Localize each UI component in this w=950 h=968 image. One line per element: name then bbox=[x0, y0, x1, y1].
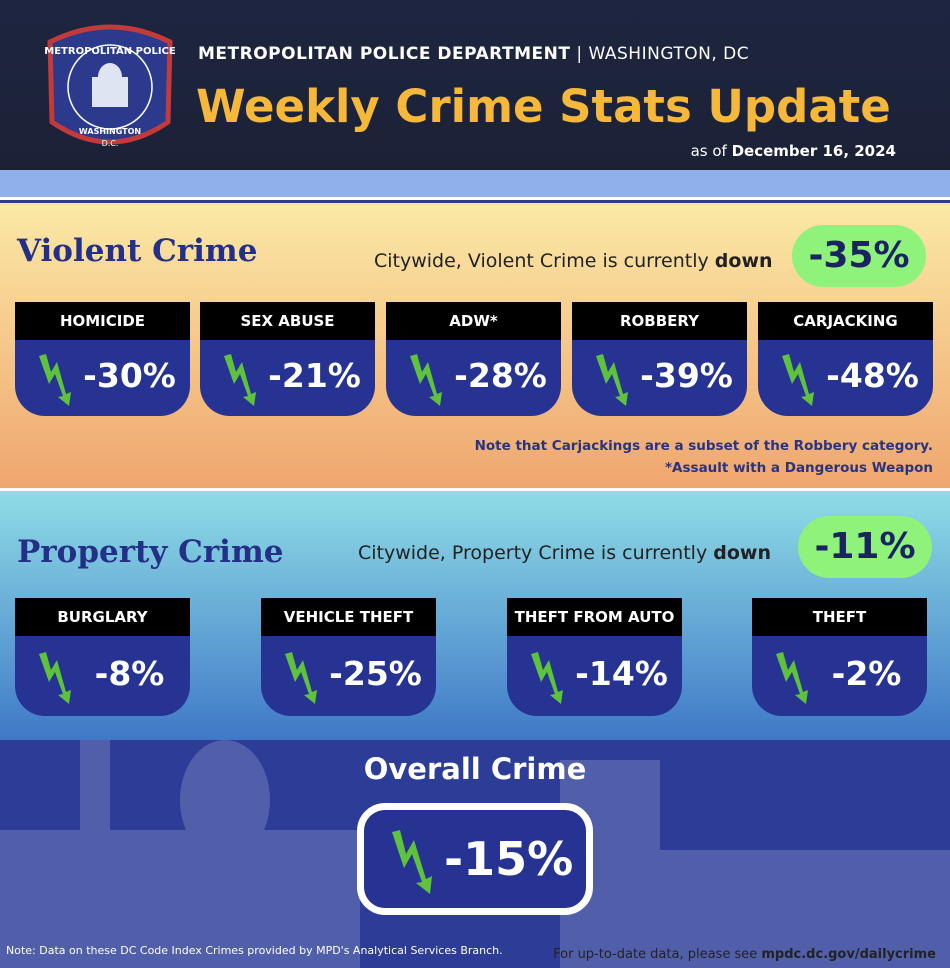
down-arrow bbox=[531, 652, 563, 704]
org-line: METROPOLITAN POLICE DEPARTMENT | WASHING… bbox=[198, 44, 749, 64]
down-arrow bbox=[39, 354, 71, 406]
card-body: -25% bbox=[261, 636, 436, 716]
divider bbox=[0, 170, 950, 200]
card-label: HOMICIDE bbox=[15, 302, 190, 340]
property-section: Property Crime Citywide, Property Crime … bbox=[0, 488, 950, 740]
down-arrow bbox=[410, 354, 442, 406]
footer-link-line: For up-to-date data, please see mpdc.dc.… bbox=[553, 947, 936, 962]
arrow-icon bbox=[220, 352, 258, 416]
card-body: -2% bbox=[752, 636, 927, 716]
overall-title: Overall Crime bbox=[363, 752, 587, 786]
card-label: THEFT bbox=[752, 598, 927, 636]
card-body: -14% bbox=[507, 636, 682, 716]
change: -8% bbox=[94, 654, 165, 693]
down-arrow bbox=[392, 830, 432, 894]
card-label: VEHICLE THEFT bbox=[261, 598, 436, 636]
card-body: -28% bbox=[386, 340, 561, 416]
direction: down bbox=[713, 542, 771, 564]
card-label: THEFT FROM AUTO bbox=[507, 598, 682, 636]
link[interactable]: mpdc.dc.gov/dailycrime bbox=[761, 947, 936, 962]
title: Weekly Crime Stats Update bbox=[196, 80, 891, 133]
summary: Citywide, Property Crime is currently do… bbox=[358, 542, 771, 564]
note: *Assault with a Dangerous Weapon bbox=[664, 460, 933, 476]
card-body: -48% bbox=[758, 340, 933, 416]
change: -21% bbox=[268, 356, 361, 395]
note: Note that Carjackings are a subset of th… bbox=[474, 438, 933, 454]
link-prefix: For up-to-date data, please see bbox=[553, 947, 758, 962]
location: WASHINGTON, DC bbox=[588, 44, 750, 64]
date-line: as of December 16, 2024 bbox=[691, 142, 896, 160]
card-label: CARJACKING bbox=[758, 302, 933, 340]
police-badge: METROPOLITAN POLICE WASHINGTON D.C. bbox=[44, 24, 176, 148]
summary-text: Citywide, Violent Crime is currently bbox=[374, 250, 709, 272]
total-change: -35% bbox=[792, 225, 926, 287]
card-label: BURGLARY bbox=[15, 598, 190, 636]
org: METROPOLITAN POLICE DEPARTMENT bbox=[198, 44, 571, 64]
overall-change: -15% bbox=[444, 832, 574, 886]
direction: down bbox=[714, 250, 773, 272]
header: METROPOLITAN POLICE WASHINGTON D.C. METR… bbox=[0, 0, 950, 170]
violent-section: Violent Crime Citywide, Violent Crime is… bbox=[0, 203, 950, 488]
overall-box: -15% bbox=[357, 803, 593, 915]
arrow-icon bbox=[772, 650, 810, 714]
badge-sub: D.C. bbox=[102, 139, 119, 148]
down-arrow bbox=[39, 652, 71, 704]
arrow-icon bbox=[35, 650, 73, 714]
arrow-icon bbox=[281, 650, 319, 714]
card-label: SEX ABUSE bbox=[200, 302, 375, 340]
separator: | bbox=[576, 44, 583, 64]
down-arrow bbox=[596, 354, 628, 406]
arrow-icon bbox=[592, 352, 630, 416]
card-body: -39% bbox=[572, 340, 747, 416]
footer-note: Note: Data on these DC Code Index Crimes… bbox=[6, 944, 503, 957]
date: December 16, 2024 bbox=[731, 142, 896, 160]
change: -2% bbox=[831, 654, 902, 693]
badge-bottom: WASHINGTON bbox=[79, 127, 141, 136]
arrow-icon bbox=[778, 352, 816, 416]
total-change: -11% bbox=[798, 516, 932, 578]
arrow-icon bbox=[527, 650, 565, 714]
down-arrow bbox=[782, 354, 814, 406]
card-body: -21% bbox=[200, 340, 375, 416]
change: -28% bbox=[454, 356, 547, 395]
date-prefix: as of bbox=[690, 142, 727, 160]
card-body: -8% bbox=[15, 636, 190, 716]
arrow-icon bbox=[35, 352, 73, 416]
section-title: Property Crime bbox=[17, 534, 284, 570]
card-label: ADW* bbox=[386, 302, 561, 340]
change: -25% bbox=[329, 654, 422, 693]
card-body: -30% bbox=[15, 340, 190, 416]
section-title: Violent Crime bbox=[17, 233, 258, 269]
overall-section: Overall Crime -15% Note: Data on these D… bbox=[0, 740, 950, 968]
change: -14% bbox=[575, 654, 668, 693]
down-arrow bbox=[776, 652, 808, 704]
change: -30% bbox=[83, 356, 176, 395]
summary-text: Citywide, Property Crime is currently bbox=[358, 542, 708, 564]
badge-top: METROPOLITAN POLICE bbox=[44, 46, 176, 57]
arrow-icon bbox=[406, 352, 444, 416]
down-arrow bbox=[285, 652, 317, 704]
change: -48% bbox=[826, 356, 919, 395]
summary: Citywide, Violent Crime is currently dow… bbox=[374, 250, 773, 272]
change: -39% bbox=[640, 356, 733, 395]
card-label: ROBBERY bbox=[572, 302, 747, 340]
down-arrow bbox=[224, 354, 256, 406]
